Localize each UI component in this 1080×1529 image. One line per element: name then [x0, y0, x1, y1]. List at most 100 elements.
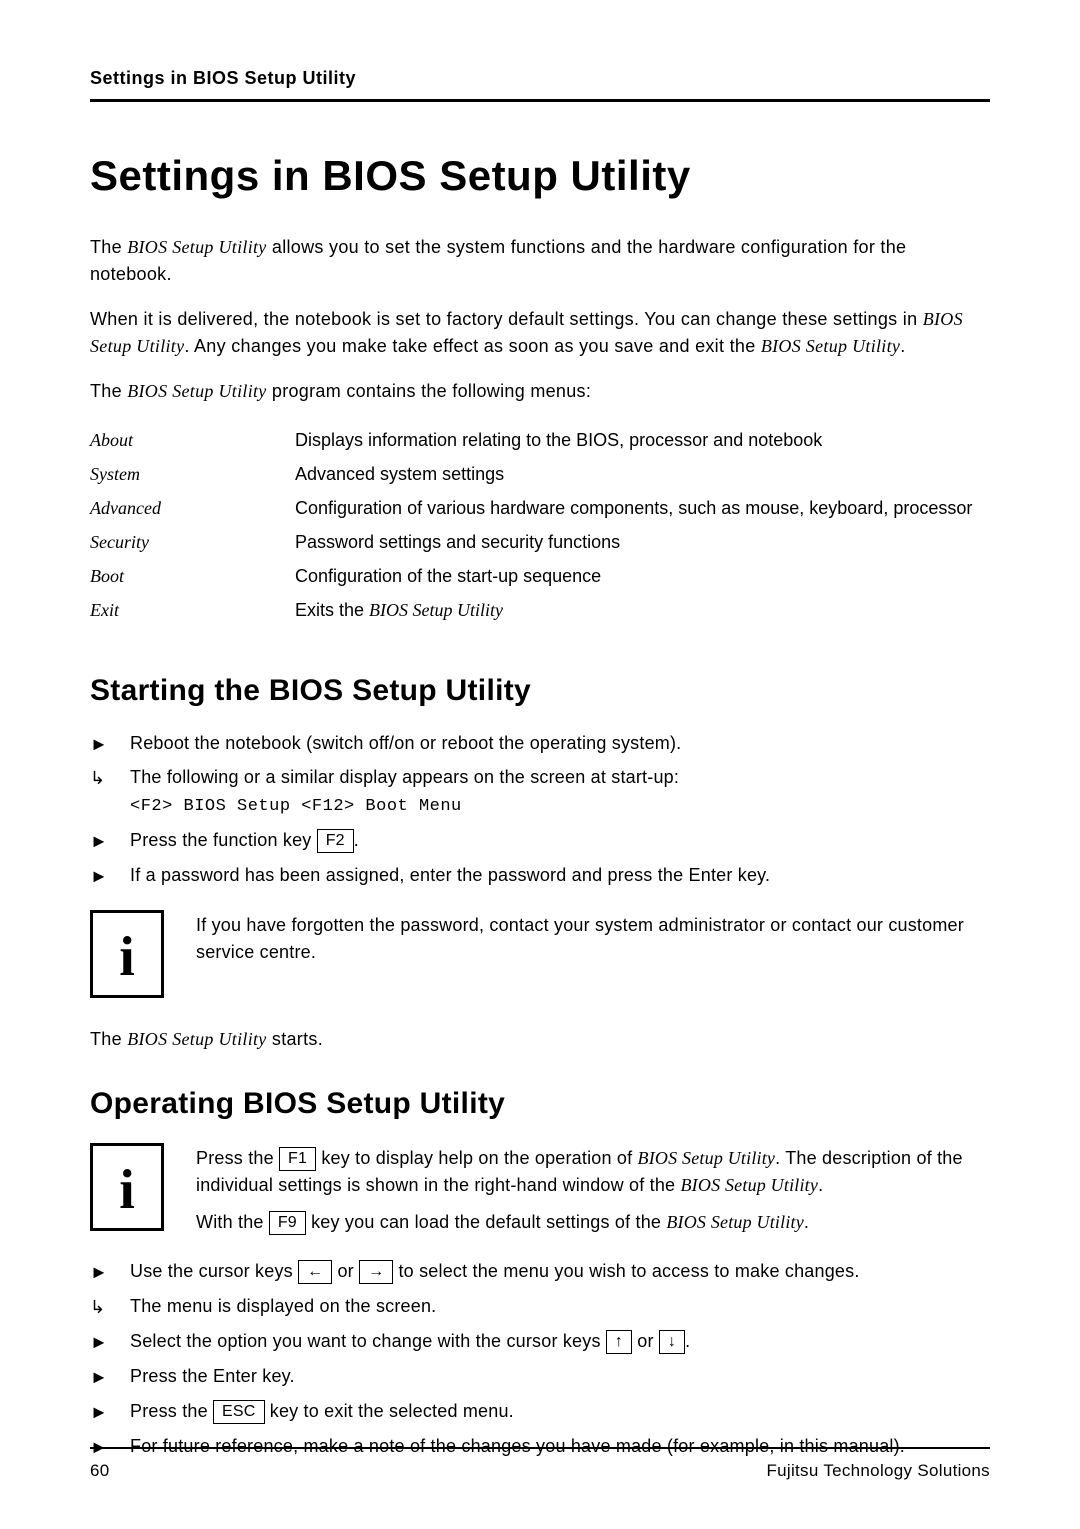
text: The: [90, 237, 127, 257]
text: Press the: [196, 1148, 279, 1168]
step-text: If a password has been assigned, enter t…: [130, 862, 990, 890]
menu-desc: Advanced system settings: [295, 457, 990, 491]
triangle-icon: ►: [90, 1398, 130, 1427]
menu-name: About: [90, 423, 295, 457]
menu-name: System: [90, 457, 295, 491]
footer-rule: [90, 1447, 990, 1449]
bios-ital: BIOS Setup Utility: [127, 381, 266, 401]
triangle-icon: ►: [90, 1363, 130, 1392]
text: The following or a similar display appea…: [130, 767, 679, 787]
text: Select the option you want to change wit…: [130, 1331, 606, 1351]
info-para-1: Press the F1 key to display help on the …: [196, 1145, 990, 1199]
key-right: →: [359, 1260, 393, 1284]
bios-ital: BIOS Setup Utility: [680, 1175, 818, 1195]
step-text: Use the cursor keys ← or → to select the…: [130, 1258, 990, 1286]
menu-desc: Configuration of the start-up sequence: [295, 559, 990, 593]
text: key you can load the default settings of…: [306, 1212, 666, 1232]
table-row: Exit Exits the BIOS Setup Utility: [90, 593, 990, 627]
text: key to display help on the operation of: [316, 1148, 637, 1168]
info-box: i Press the F1 key to display help on th…: [90, 1143, 990, 1236]
menu-desc: Configuration of various hardware compon…: [295, 491, 990, 525]
page: Settings in BIOS Setup Utility Settings …: [0, 0, 1080, 1529]
header-rule: [90, 99, 990, 102]
text: When it is delivered, the notebook is se…: [90, 309, 923, 329]
text: to select the menu you wish to access to…: [393, 1261, 859, 1281]
key-down: ↓: [659, 1330, 685, 1354]
triangle-icon: ►: [90, 730, 130, 759]
text: Use the cursor keys: [130, 1261, 298, 1281]
triangle-icon: ►: [90, 1328, 130, 1357]
info-glyph: i: [119, 929, 135, 985]
intro-para-2: When it is delivered, the notebook is se…: [90, 306, 990, 360]
text: .: [818, 1175, 823, 1195]
intro-para-1: The BIOS Setup Utility allows you to set…: [90, 234, 990, 288]
text: . Any changes you make take effect as so…: [184, 336, 760, 356]
menu-desc: Password settings and security functions: [295, 525, 990, 559]
step-text: The following or a similar display appea…: [130, 764, 990, 820]
text: Exits the: [295, 600, 369, 620]
bios-ital: BIOS Setup Utility: [761, 336, 900, 356]
info-para-2: With the F9 key you can load the default…: [196, 1209, 990, 1236]
step-text: Reboot the notebook (switch off/on or re…: [130, 730, 990, 758]
info-text: If you have forgotten the password, cont…: [196, 910, 990, 966]
text: .: [804, 1212, 809, 1232]
info-text: Press the F1 key to display help on the …: [196, 1143, 990, 1236]
text: Press the function key: [130, 830, 317, 850]
info-icon: i: [90, 910, 164, 998]
bios-ital: BIOS Setup Utility: [127, 1029, 266, 1049]
text: The: [90, 381, 127, 401]
key-left: ←: [298, 1260, 332, 1284]
list-item: ► Select the option you want to change w…: [90, 1328, 990, 1357]
operate-steps: ► Use the cursor keys ← or → to select t…: [90, 1258, 990, 1461]
list-item: ► Press the function key F2.: [90, 827, 990, 856]
key-up: ↑: [606, 1330, 632, 1354]
step-text: The menu is displayed on the screen.: [130, 1293, 990, 1321]
table-row: Advanced Configuration of various hardwa…: [90, 491, 990, 525]
running-header: Settings in BIOS Setup Utility: [90, 68, 990, 89]
text: program contains the following menus:: [267, 381, 592, 401]
text: key to exit the selected menu.: [265, 1401, 514, 1421]
screen-output: <F2> BIOS Setup <F12> Boot Menu: [130, 794, 990, 820]
start-after: The BIOS Setup Utility starts.: [90, 1026, 990, 1053]
section-heading-starting: Starting the BIOS Setup Utility: [90, 674, 990, 708]
key-esc: ESC: [213, 1400, 265, 1424]
triangle-icon: ►: [90, 862, 130, 891]
triangle-icon: ►: [90, 1258, 130, 1287]
table-row: System Advanced system settings: [90, 457, 990, 491]
menu-table: About Displays information relating to t…: [90, 423, 990, 628]
list-item: ► Reboot the notebook (switch off/on or …: [90, 730, 990, 759]
info-icon: i: [90, 1143, 164, 1231]
step-text: Press the ESC key to exit the selected m…: [130, 1398, 990, 1426]
list-item: ► If a password has been assigned, enter…: [90, 862, 990, 891]
menu-name: Boot: [90, 559, 295, 593]
list-item: ↳ The following or a similar display app…: [90, 764, 990, 820]
menu-name: Exit: [90, 593, 295, 627]
footer-row: 60 Fujitsu Technology Solutions: [90, 1461, 990, 1481]
menu-desc: Exits the BIOS Setup Utility: [295, 593, 990, 627]
key-f2: F2: [317, 829, 354, 853]
table-row: Boot Configuration of the start-up seque…: [90, 559, 990, 593]
text: .: [354, 830, 359, 850]
table-row: About Displays information relating to t…: [90, 423, 990, 457]
intro-para-3: The BIOS Setup Utility program contains …: [90, 378, 990, 405]
menu-desc: Displays information relating to the BIO…: [295, 423, 990, 457]
key-f1: F1: [279, 1147, 316, 1171]
menu-name: Advanced: [90, 491, 295, 525]
start-steps: ► Reboot the notebook (switch off/on or …: [90, 730, 990, 891]
triangle-icon: ►: [90, 827, 130, 856]
text: starts.: [267, 1029, 323, 1049]
step-text: Press the Enter key.: [130, 1363, 990, 1391]
section-heading-operating: Operating BIOS Setup Utility: [90, 1087, 990, 1121]
list-item: ↳ The menu is displayed on the screen.: [90, 1293, 990, 1322]
list-item: ► Use the cursor keys ← or → to select t…: [90, 1258, 990, 1287]
text: With the: [196, 1212, 269, 1232]
text: The: [90, 1029, 127, 1049]
bios-ital: BIOS Setup Utility: [127, 237, 266, 257]
footer-company: Fujitsu Technology Solutions: [766, 1461, 990, 1481]
list-item: ► Press the Enter key.: [90, 1363, 990, 1392]
list-item: ► Press the ESC key to exit the selected…: [90, 1398, 990, 1427]
text: .: [685, 1331, 690, 1351]
table-row: Security Password settings and security …: [90, 525, 990, 559]
page-footer: 60 Fujitsu Technology Solutions: [90, 1447, 990, 1481]
result-arrow-icon: ↳: [90, 1293, 130, 1322]
